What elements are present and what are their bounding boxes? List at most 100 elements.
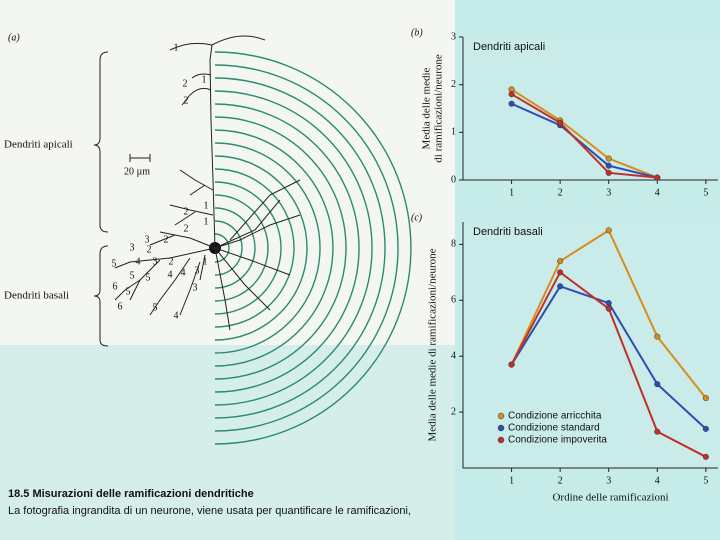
arc <box>214 168 295 328</box>
y-tick-label: 2 <box>451 79 456 90</box>
branch-label: 4 <box>174 310 179 321</box>
series-line <box>511 93 658 179</box>
data-point <box>702 453 709 460</box>
panel-label: (c) <box>411 212 423 223</box>
x-tick-label: 1 <box>509 475 514 486</box>
legend-label: Condizione impoverita <box>508 435 607 446</box>
branch-label: 2 <box>184 206 189 217</box>
data-point <box>557 283 564 290</box>
arc <box>214 64 399 432</box>
neuron <box>114 35 301 331</box>
branch-label: 6 <box>113 281 118 292</box>
branch-label: 5 <box>126 286 131 297</box>
data-point <box>605 305 612 312</box>
branch-label: 2 <box>147 244 152 255</box>
chart-title: Dendriti apicali <box>473 41 545 53</box>
data-point <box>654 333 661 340</box>
data-point <box>605 155 612 162</box>
data-point <box>605 169 612 176</box>
arc <box>214 90 373 406</box>
data-point <box>508 361 515 368</box>
measurement-arcs <box>214 51 412 445</box>
data-point <box>557 119 564 126</box>
legend-marker <box>497 436 505 444</box>
apical-bracket <box>93 51 109 233</box>
data-point <box>557 258 564 265</box>
arc <box>214 220 243 276</box>
plot-area <box>463 37 718 180</box>
data-point <box>605 227 612 234</box>
branch-label: 6 <box>118 301 123 312</box>
branch-label: 1 <box>203 256 208 267</box>
x-tick-label: 5 <box>703 475 708 486</box>
data-point <box>654 428 661 435</box>
branch-label: 5 <box>112 258 117 269</box>
caption-text: La fotografia ingrandita di un neurone, … <box>8 505 411 517</box>
arc <box>214 116 347 380</box>
branch-label: 4 <box>136 256 141 267</box>
basal-bracket <box>93 245 109 347</box>
y-axis-label: Media delle medie <box>421 67 433 149</box>
x-tick-label: 3 <box>606 187 611 198</box>
data-point <box>654 174 661 181</box>
panel-a-bg <box>0 0 455 345</box>
data-point <box>605 300 612 307</box>
panel-label: (a) <box>8 32 20 43</box>
branch-label: 3 <box>195 265 200 276</box>
data-point <box>605 162 612 169</box>
arc <box>214 77 386 419</box>
scale-bar <box>129 154 151 162</box>
caption-title: 18.5 Misurazioni delle ramificazioni den… <box>8 488 254 500</box>
legend-marker <box>497 412 505 420</box>
y-tick-label: 6 <box>451 295 456 306</box>
branch-label: 2 <box>169 256 174 267</box>
branch-label: 2 <box>183 78 188 89</box>
x-tick-label: 2 <box>558 187 563 198</box>
branch-label: 2 <box>184 223 189 234</box>
basal-label: Dendriti basali <box>4 290 69 302</box>
legend-label: Condizione standard <box>508 423 600 434</box>
branch-label: 5 <box>146 272 151 283</box>
apical-label: Dendriti apicali <box>4 139 73 151</box>
branch-label: 1 <box>174 42 179 53</box>
branch-label: 5 <box>153 302 158 313</box>
arc <box>214 207 256 289</box>
data-point <box>508 100 515 107</box>
legend-label: Condizione arricchita <box>508 411 602 422</box>
branch-label: 3 <box>130 242 135 253</box>
branch-label: 1 <box>202 74 207 85</box>
branch-label: 2 <box>184 95 189 106</box>
brackets <box>93 51 151 347</box>
arc <box>214 233 230 263</box>
series-line <box>511 88 658 179</box>
arc <box>214 103 360 393</box>
arc <box>214 142 321 354</box>
arc <box>214 51 412 445</box>
data-point <box>557 269 564 276</box>
series-line <box>511 102 658 179</box>
arc <box>214 181 282 315</box>
x-tick-label: 1 <box>509 187 514 198</box>
y-tick-label: 2 <box>451 406 456 417</box>
x-tick-label: 5 <box>703 187 708 198</box>
branch-label: 2 <box>164 234 169 245</box>
legend-marker <box>497 424 505 432</box>
branch-label: 3 <box>153 256 158 267</box>
y-tick-label: 1 <box>451 127 456 138</box>
arc <box>214 129 334 367</box>
scale-label: 20 µm <box>124 166 150 177</box>
plot-area <box>463 222 718 468</box>
data-point <box>508 91 515 98</box>
data-point <box>702 395 709 402</box>
branch-label: 5 <box>130 270 135 281</box>
y-tick-label: 0 <box>451 174 456 185</box>
x-tick-label: 4 <box>655 475 660 486</box>
panel-label: (b) <box>411 27 423 38</box>
y-axis-label: di ramificazioni/neurone <box>433 54 445 163</box>
y-tick-label: 3 <box>451 31 456 42</box>
x-tick-label: 3 <box>606 475 611 486</box>
arc <box>214 155 308 341</box>
x-tick-label: 4 <box>655 187 660 198</box>
y-tick-label: 8 <box>451 239 456 250</box>
